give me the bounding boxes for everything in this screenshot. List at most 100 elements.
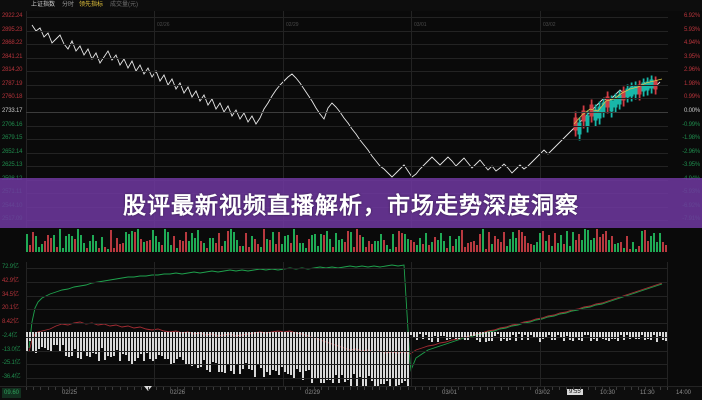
price-grid-line [26,125,668,127]
volume-bar [461,229,463,252]
flow-histogram-bar [407,332,409,386]
volume-bar [542,231,544,252]
flow-histogram-bar [281,332,283,367]
volume-bar [377,240,379,252]
header-period-label[interactable]: 分时 [62,2,75,8]
flow-histogram-bar [491,332,493,342]
chart-header-bar: 上证指数 分时 领先指标 成交量(元) [0,0,702,11]
time-axis-tick [501,387,503,390]
volume-bar [368,240,370,252]
time-axis-label[interactable]: 02/26 [170,390,186,396]
flow-histogram-bar [179,332,181,357]
flow-histogram-bar [650,332,652,340]
volume-bar [374,240,376,252]
time-axis-label[interactable]: 9:55 [567,389,583,395]
time-axis-bar[interactable]: 09.60 02/25 02/26 02/29 03/01 03/02 9:55 10:30… [0,386,702,400]
flow-histogram-bar [452,332,454,337]
volume-bar [425,233,427,252]
time-axis-tick [486,387,488,390]
volume-bar [437,240,439,252]
flow-axis-left-label: 34.5亿 [2,291,19,298]
header-indicator-label[interactable]: 领先指标 [79,2,104,8]
volume-bar [101,237,103,252]
time-axis-label[interactable]: 11:30 [640,390,655,396]
volume-plot-area[interactable] [26,228,668,252]
volume-bar [551,245,553,252]
flow-histogram-bar [287,332,289,375]
flow-histogram-bar [257,332,259,366]
flow-histogram-bar [350,332,352,386]
time-axis-label[interactable]: 03/01 [442,390,458,396]
volume-bar [623,248,625,252]
time-axis-label[interactable]: 02/25 [62,390,78,396]
flow-histogram-bar [479,332,481,342]
volume-bar [590,239,592,252]
volume-bar [47,234,49,252]
capital-flow-plot-area[interactable] [26,262,668,386]
flow-histogram-bar [647,332,649,339]
volume-bar [185,231,187,252]
time-axis-tick [573,387,575,390]
volume-bar [353,246,355,252]
volume-bar [299,242,301,252]
flow-histogram-bar [539,332,541,342]
volume-bar [515,237,517,252]
flow-histogram-bar [473,332,475,337]
price-line-series [31,24,661,178]
volume-bar [560,235,562,252]
flow-histogram-bar [167,332,169,360]
flow-histogram-bar [77,332,79,359]
flow-histogram-bar [536,332,538,338]
flow-histogram-bar [215,332,217,364]
time-axis-label[interactable]: 10:30 [600,390,616,396]
price-axis-right-label: 0.00% [683,107,700,114]
time-axis-tick [191,387,193,390]
flow-histogram-bar [29,332,31,341]
price-axis-left-label: 2895.23 [2,26,23,33]
flow-histogram-bar [98,332,100,362]
flow-histogram-bar [512,332,514,335]
volume-bar [452,245,454,252]
flow-histogram-bar [551,332,553,340]
flow-histogram-bar [68,332,70,358]
price-axis-left-label: 2760.18 [2,94,23,101]
price-axis-left-label: 2652.14 [2,148,23,155]
price-axis-left-label: 2706.16 [2,121,23,128]
flow-histogram-bar [437,332,439,342]
time-axis-tick [126,387,128,390]
time-axis-label[interactable]: 14:00 [676,390,692,396]
volume-bar [116,237,118,252]
flow-histogram-bar [446,332,448,340]
flow-histogram-bar [611,332,613,339]
flow-histogram-bar [245,332,247,363]
time-axis-tick [328,387,330,390]
flow-histogram-bar [416,332,418,340]
volume-bar [584,229,586,252]
price-grid-line [26,44,668,46]
time-axis-tick [414,387,416,390]
flow-histogram-bar [455,332,457,340]
flow-histogram-bar [149,332,151,360]
volume-bar [275,244,277,252]
time-axis-label[interactable]: 03/02 [535,390,551,396]
time-axis-tick [90,387,92,390]
price-plot-area[interactable] [26,11,668,228]
flow-histogram-bar [209,332,211,373]
flow-histogram-bar [596,332,598,341]
time-axis-tick [659,387,661,390]
volume-bar [332,246,334,252]
flow-axis-left-label: 8.42亿 [2,319,19,326]
flow-axis-left-label: 42.9亿 [2,277,19,284]
volume-bar [302,242,304,252]
flow-histogram-bar [344,332,346,382]
volume-bar [536,242,538,252]
time-axis-tick [98,387,99,390]
price-grid-line [26,166,668,168]
flow-histogram-bar [605,332,607,341]
volume-bar [611,235,613,252]
time-axis-label[interactable]: 02/29 [305,390,321,396]
price-axis-right-label: -1.98% [682,135,700,142]
flow-histogram-bar [458,332,460,339]
volume-bar [539,232,541,252]
volume-bar [545,240,547,252]
